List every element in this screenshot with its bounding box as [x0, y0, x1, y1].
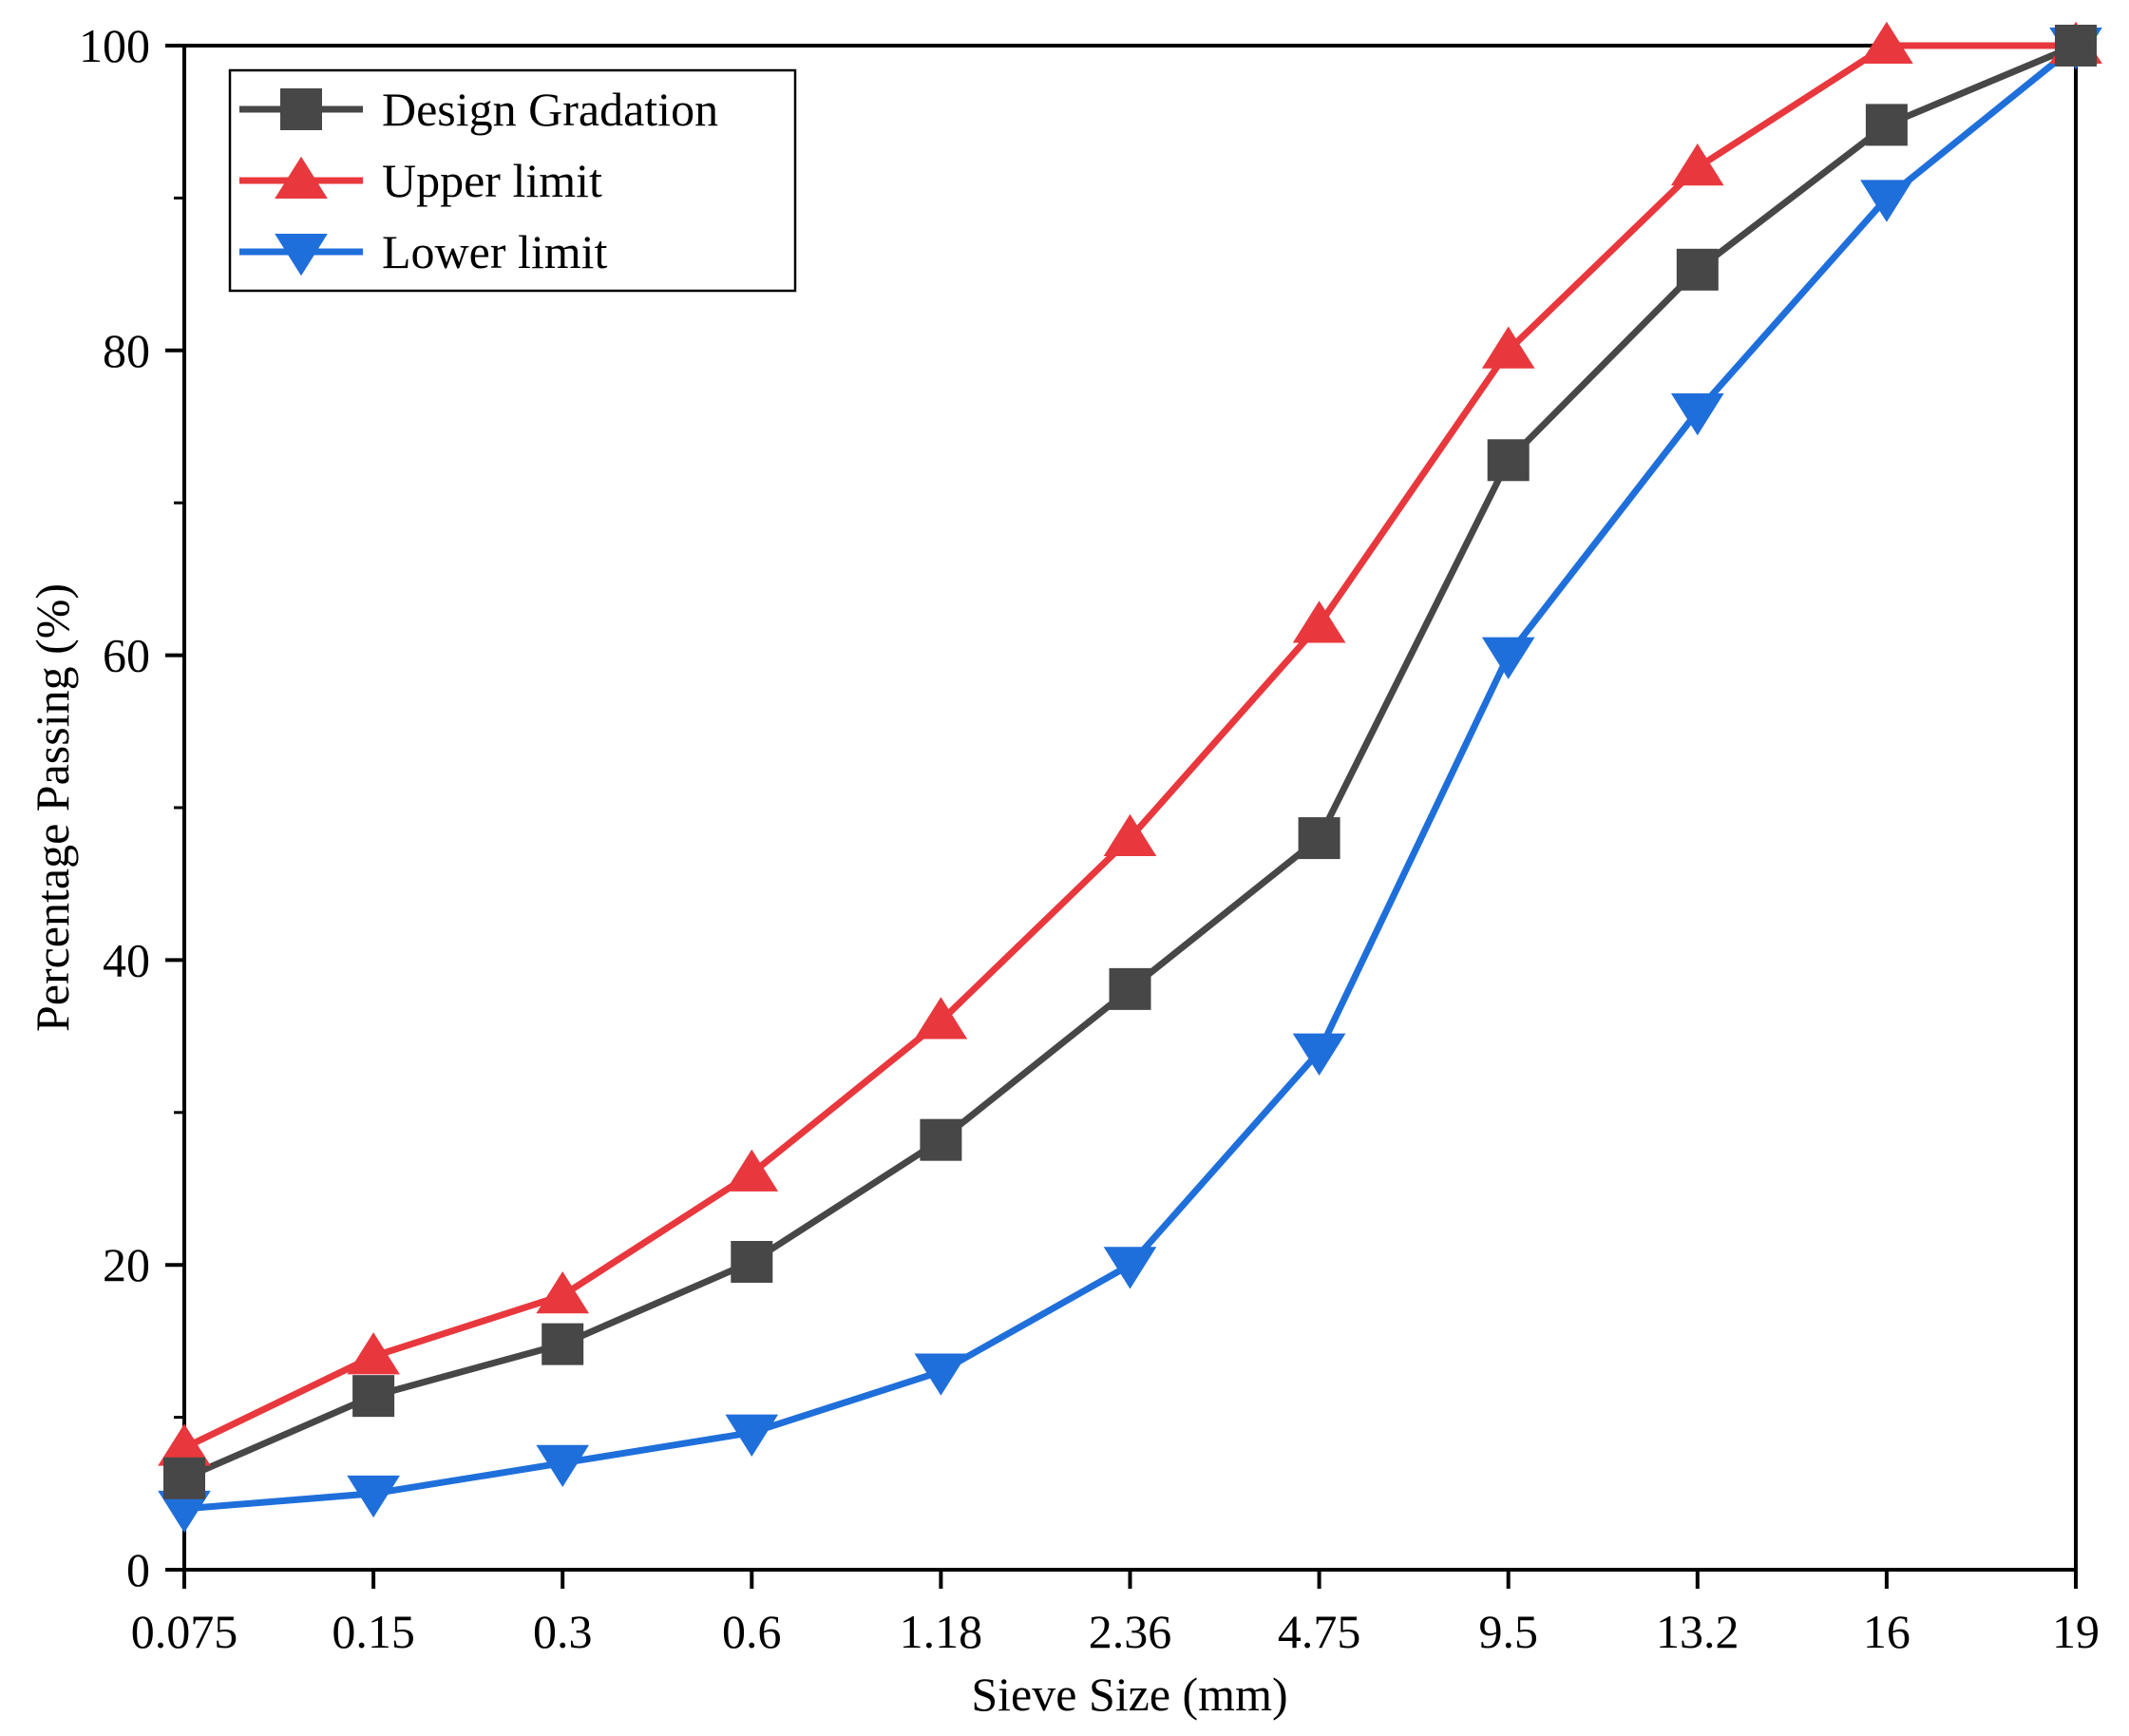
data-point-design-gradation	[1676, 248, 1719, 291]
legend-label-design-gradation: Design Gradation	[382, 83, 718, 136]
y-tick-label: 20	[103, 1238, 150, 1291]
legend-marker-design-gradation	[280, 88, 322, 130]
y-tick-label: 0	[126, 1543, 150, 1596]
data-point-lower-limit	[725, 1414, 779, 1457]
legend: Design Gradation Upper limit Lower limit	[228, 68, 797, 293]
x-tick-label: 0.075	[131, 1605, 238, 1658]
data-point-lower-limit	[536, 1444, 590, 1488]
x-tick-label: 1.18	[900, 1605, 983, 1658]
data-point-design-gradation	[542, 1323, 584, 1365]
data-point-lower-limit	[347, 1475, 400, 1518]
data-point-lower-limit	[158, 1490, 211, 1534]
x-tick-label: 16	[1863, 1605, 1910, 1658]
y-axis-title: Percentage Passing (%)	[26, 583, 79, 1032]
data-point-upper-limit	[1670, 143, 1724, 186]
x-tick-label: 4.75	[1278, 1605, 1361, 1658]
data-point-design-gradation	[2055, 25, 2097, 67]
x-tick-label: 0.15	[332, 1605, 415, 1658]
data-point-lower-limit	[1292, 1033, 1346, 1076]
data-point-lower-limit	[1481, 637, 1535, 679]
data-point-design-gradation	[1298, 817, 1340, 860]
data-point-design-gradation	[352, 1375, 395, 1418]
legend-marker-upper-limit	[275, 156, 328, 199]
x-tick-label: 0.3	[533, 1605, 593, 1658]
data-point-design-gradation	[163, 1457, 205, 1499]
data-point-lower-limit	[1103, 1247, 1157, 1289]
data-point-upper-limit	[536, 1270, 590, 1314]
data-point-upper-limit	[1292, 601, 1346, 643]
x-tick-label: 19	[2052, 1605, 2100, 1658]
x-tick-label: 0.6	[722, 1605, 782, 1658]
legend-label-lower-limit: Lower limit	[382, 225, 608, 278]
x-tick-label: 9.5	[1478, 1605, 1538, 1658]
series-layer	[158, 21, 2102, 1534]
data-point-design-gradation	[920, 1118, 962, 1161]
y-tick-label: 100	[79, 19, 150, 72]
legend-label-upper-limit: Upper limit	[382, 154, 602, 207]
data-point-upper-limit	[1860, 21, 1913, 64]
data-point-design-gradation	[1109, 967, 1151, 1010]
data-point-upper-limit	[347, 1332, 400, 1375]
data-point-upper-limit	[914, 997, 968, 1040]
data-point-design-gradation	[1487, 439, 1530, 482]
data-point-design-gradation	[731, 1240, 773, 1283]
x-tick-label: 13.2	[1656, 1605, 1739, 1658]
data-point-lower-limit	[1670, 392, 1724, 436]
legend-marker-lower-limit	[275, 234, 328, 277]
y-axis: 0 20 40 60 80 100	[79, 19, 184, 1596]
y-tick-label: 40	[103, 933, 150, 986]
data-point-upper-limit	[1481, 326, 1535, 369]
data-point-design-gradation	[1865, 104, 1908, 146]
y-tick-label: 60	[103, 629, 150, 682]
data-point-upper-limit	[158, 1423, 211, 1466]
data-point-upper-limit	[1103, 813, 1157, 857]
data-point-lower-limit	[914, 1353, 968, 1396]
x-axis: 0.075 0.15 0.3 0.6 1.18 2.36 4.75 9.5 13.2 16 19	[131, 1570, 2100, 1658]
y-tick-label: 80	[103, 324, 150, 377]
data-point-lower-limit	[1860, 180, 1913, 222]
x-tick-label: 2.36	[1089, 1605, 1172, 1658]
x-axis-title: Sieve Size (mm)	[971, 1668, 1287, 1721]
data-point-upper-limit	[725, 1149, 779, 1192]
